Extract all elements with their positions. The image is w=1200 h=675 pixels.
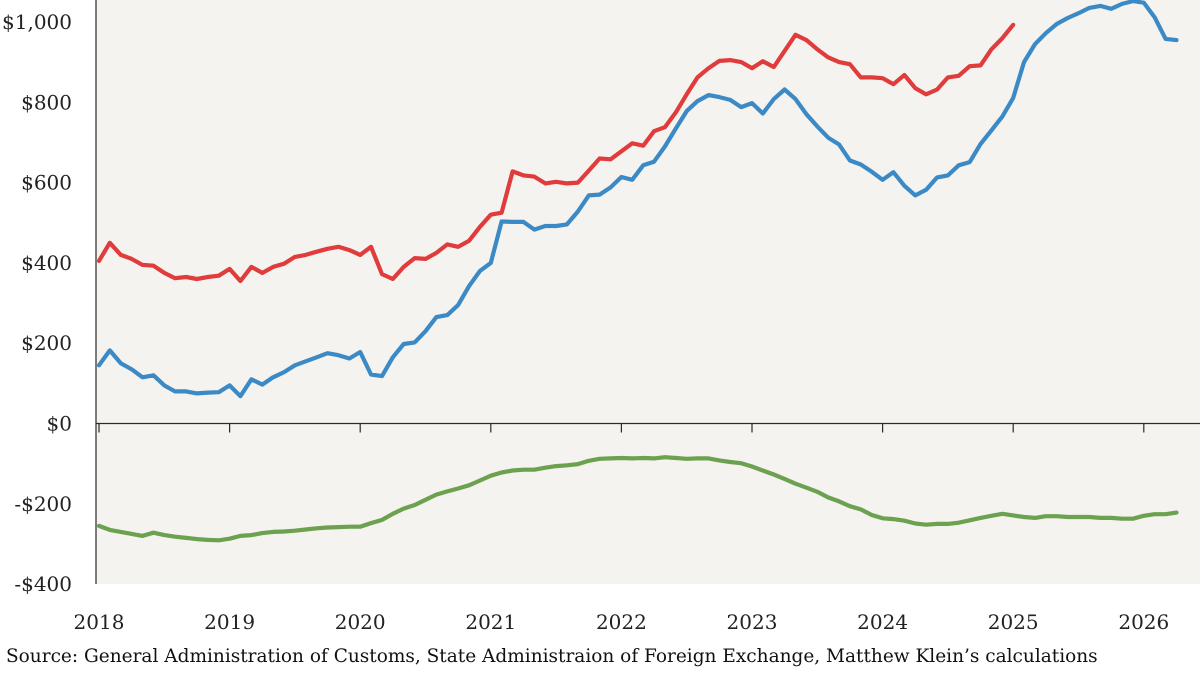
x-tick-label: 2020 [335,610,386,634]
source-note: Source: General Administration of Custom… [6,646,1098,667]
y-tick-label: $1,000 [2,10,72,34]
x-tick-label: 2026 [1118,610,1169,634]
x-tick-label: 2018 [74,610,125,634]
x-tick-label: 2019 [204,610,255,634]
y-tick-label: $600 [21,171,72,195]
y-tick-label: $800 [21,90,72,114]
series-line-1 [96,22,1016,284]
y-tick-label: $400 [21,251,72,275]
plot-background [96,0,1200,584]
x-tick-label: 2022 [596,610,647,634]
x-tick-label: 2021 [465,610,516,634]
y-tick-label: -$400 [14,572,72,596]
x-tick-label: 2025 [988,610,1039,634]
y-tick-label: $0 [47,412,72,436]
x-tick-label: 2023 [727,610,778,634]
series-line-2 [96,0,1179,399]
line-chart: 2018 2019 2020 2021 2022 2023 2024 2025 2026 $1,… [2,0,1200,634]
x-tick-label: 2024 [857,610,908,634]
y-tick-label: $200 [21,331,72,355]
series-line-3 [96,455,1179,543]
y-tick-label: -$200 [14,492,72,516]
